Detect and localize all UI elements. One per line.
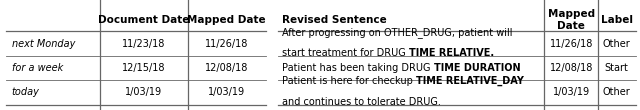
Text: Patient is here for checkup: Patient is here for checkup xyxy=(282,76,416,86)
Text: After progressing on OTHER_DRUG, patient will: After progressing on OTHER_DRUG, patient… xyxy=(282,27,513,38)
Text: 1/03/19: 1/03/19 xyxy=(125,87,163,97)
Text: 12/08/18: 12/08/18 xyxy=(205,63,248,73)
Text: start treatment for DRUG: start treatment for DRUG xyxy=(282,48,409,58)
Text: 12/15/18: 12/15/18 xyxy=(122,63,166,73)
Text: Other: Other xyxy=(603,87,630,97)
Text: 11/26/18: 11/26/18 xyxy=(550,39,593,49)
Text: 11/26/18: 11/26/18 xyxy=(205,39,248,49)
Text: TIME DURATION: TIME DURATION xyxy=(433,63,520,73)
Text: Start: Start xyxy=(605,63,628,73)
Text: Mapped
Date: Mapped Date xyxy=(548,9,595,31)
Text: 1/03/19: 1/03/19 xyxy=(553,87,590,97)
Text: Label: Label xyxy=(601,15,633,25)
Text: next Monday: next Monday xyxy=(12,39,75,49)
Text: TIME RELATIVE_DAY: TIME RELATIVE_DAY xyxy=(416,76,524,86)
Text: for a week: for a week xyxy=(12,63,63,73)
Text: Mapped Date: Mapped Date xyxy=(188,15,266,25)
Text: 1/03/19: 1/03/19 xyxy=(208,87,245,97)
Text: Other: Other xyxy=(603,39,630,49)
Text: and continues to tolerate DRUG.: and continues to tolerate DRUG. xyxy=(282,97,441,107)
Text: 11/23/18: 11/23/18 xyxy=(122,39,166,49)
Text: Document Date: Document Date xyxy=(98,15,189,25)
Text: Patient has been taking DRUG: Patient has been taking DRUG xyxy=(282,63,433,73)
Text: TIME RELATIVE.: TIME RELATIVE. xyxy=(409,48,494,58)
Text: 12/08/18: 12/08/18 xyxy=(550,63,593,73)
Text: Revised Sentence: Revised Sentence xyxy=(282,15,387,25)
Text: today: today xyxy=(12,87,40,97)
